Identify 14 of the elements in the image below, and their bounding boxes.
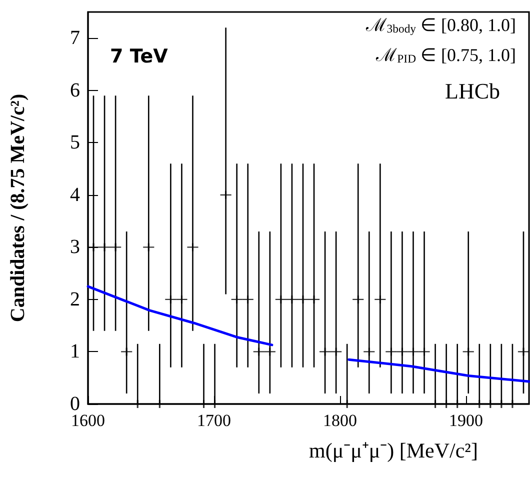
y-tick-label: 2 (70, 288, 80, 310)
x-tick-label: 1900 (449, 411, 483, 430)
x-axis-title: m(μ⁻μ⁺μ⁻) [MeV/c²] (309, 438, 478, 462)
x-tick-label: 1800 (323, 411, 357, 430)
y-tick-label: 5 (70, 132, 80, 154)
y-tick-label: 4 (70, 184, 80, 206)
y-tick-label: 7 (70, 27, 80, 50)
annotation: 7 TeV (110, 46, 168, 68)
y-axis-title: Candidates / (8.75 MeV/c²) (7, 94, 29, 322)
y-tick-label: 3 (70, 236, 80, 258)
x-tick-label: 1700 (197, 411, 231, 430)
y-tick-label: 1 (70, 340, 80, 363)
annotation: LHCb (445, 78, 500, 104)
y-tick-label: 6 (70, 79, 80, 102)
